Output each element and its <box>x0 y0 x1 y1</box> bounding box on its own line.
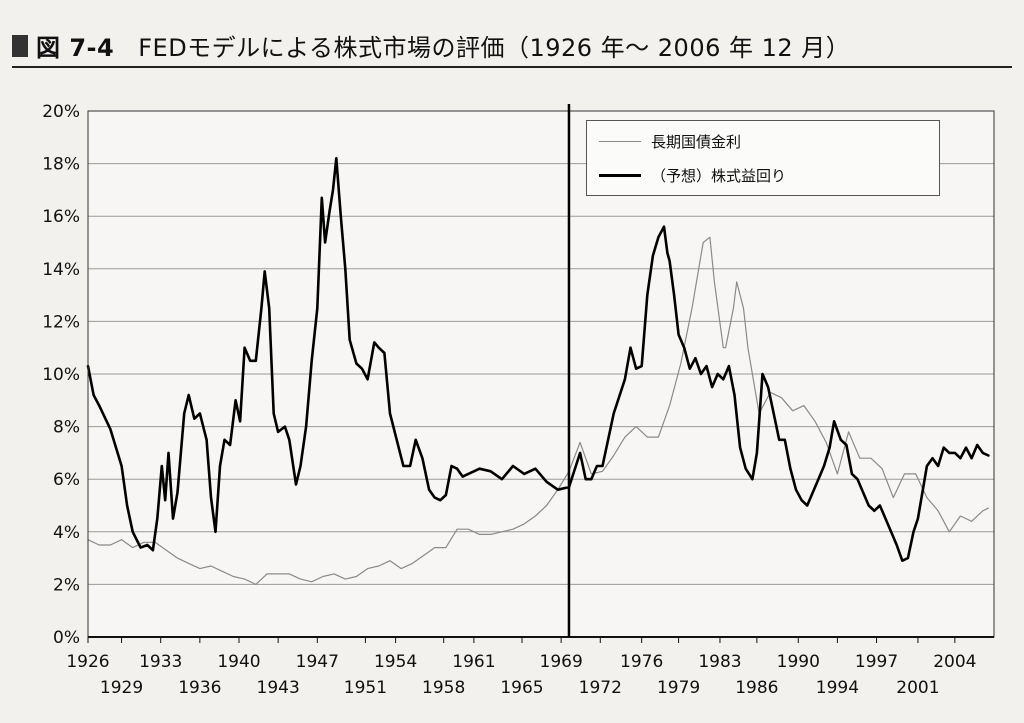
y-tick-label: 2% <box>53 575 80 595</box>
y-tick-label: 8% <box>53 418 80 438</box>
x-tick-label-upper: 1961 <box>452 652 495 672</box>
x-tick-label-upper: 1954 <box>374 652 417 672</box>
x-tick-label-upper: 1969 <box>540 652 583 672</box>
x-tick-label-lower: 1979 <box>657 678 700 698</box>
legend-swatch-thin-line <box>599 141 641 142</box>
y-tick-label: 10% <box>42 365 80 385</box>
title-marker-block <box>12 34 28 57</box>
y-tick-label: 0% <box>53 628 80 648</box>
x-tick-label-lower: 1972 <box>579 678 622 698</box>
x-tick-label-lower: 1936 <box>178 678 221 698</box>
x-tick-label-upper: 1940 <box>217 652 260 672</box>
legend-label-bond-yield: 長期国債金利 <box>651 133 742 151</box>
x-tick-label-lower: 1929 <box>100 678 143 698</box>
x-tick-label-upper: 1926 <box>66 652 109 672</box>
legend-item-earnings-yield: （予想）株式益回り <box>599 165 786 186</box>
series-line-bond-yield <box>87 236 989 585</box>
x-tick-label-upper: 1933 <box>139 652 182 672</box>
x-tick-label-lower: 2001 <box>896 678 939 698</box>
y-tick-label: 20% <box>42 102 80 122</box>
x-tick-label-upper: 1947 <box>296 652 339 672</box>
x-tick-label-upper: 1983 <box>698 652 741 672</box>
legend-item-bond-yield: 長期国債金利 <box>599 131 741 152</box>
x-tick-label-upper: 1990 <box>777 652 820 672</box>
x-tick-label-upper: 2004 <box>933 652 976 672</box>
x-tick-label-lower: 1994 <box>816 678 859 698</box>
y-tick-label: 6% <box>53 470 80 490</box>
x-tick-label-upper: 1997 <box>855 652 898 672</box>
y-tick-label: 18% <box>42 155 80 175</box>
series-line-earnings-yield <box>86 157 990 562</box>
y-tick-label: 14% <box>42 260 80 280</box>
x-tick-label-lower: 1943 <box>257 678 300 698</box>
legend-label-earnings-yield: （予想）株式益回り <box>651 167 787 185</box>
title-underline <box>12 66 1012 68</box>
figure-header: 図 7-4 FEDモデルによる株式市場の評価（1926 年～ 2006 年 12… <box>12 28 850 63</box>
x-tick-label-lower: 1958 <box>422 678 465 698</box>
y-tick-label: 4% <box>53 523 80 543</box>
x-tick-label-upper: 1976 <box>620 652 663 672</box>
chart-legend: 長期国債金利 （予想）株式益回り <box>586 120 940 196</box>
x-tick-label-lower: 1965 <box>500 678 543 698</box>
x-tick-label-lower: 1951 <box>344 678 387 698</box>
figure-number: 図 7-4 <box>36 34 115 62</box>
legend-swatch-thick-line <box>599 174 641 177</box>
figure-title: FEDモデルによる株式市場の評価（1926 年～ 2006 年 12 月） <box>138 34 851 62</box>
x-tick-label-lower: 1986 <box>735 678 778 698</box>
y-tick-label: 12% <box>42 312 80 332</box>
y-tick-label: 16% <box>42 207 80 227</box>
